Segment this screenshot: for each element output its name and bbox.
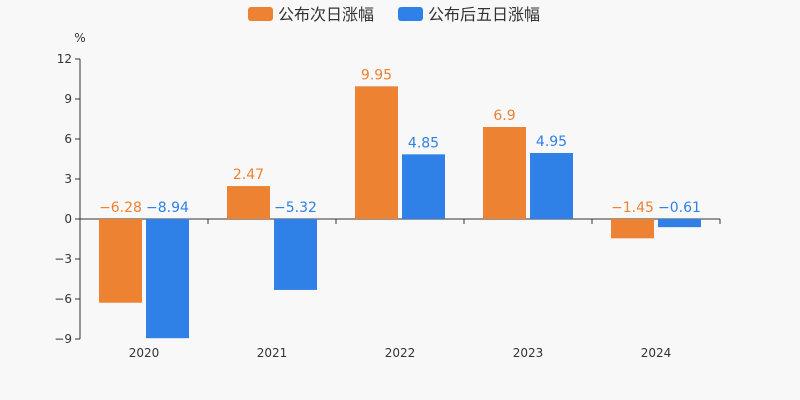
data-label: −1.45 [611,200,654,216]
y-tick-label: 12 [57,52,72,66]
y-tick-label: 0 [64,212,72,226]
data-label: −8.94 [146,200,189,216]
data-label: 9.95 [361,67,392,83]
bar[interactable] [99,219,142,303]
data-label: −0.61 [658,200,701,216]
data-labels: −6.28 −8.94 2.47 −5.32 9.95 4.85 6.9 4.95 −1.45−… [99,67,701,216]
bar[interactable] [146,219,189,339]
y-axis-unit: % [74,31,85,45]
bar[interactable] [611,219,654,239]
data-label: −6.28 [99,200,142,216]
legend-label: 公布后五日涨幅 [428,5,540,24]
legend-item[interactable]: 公布次日涨幅 [248,5,374,24]
bar[interactable] [355,86,398,219]
data-label: 2.47 [233,167,264,183]
x-tick-label: 2024 [641,346,672,360]
data-label: 4.85 [408,135,439,151]
data-label: 6.9 [493,108,515,124]
legend-swatch [398,7,423,21]
x-tick-label: 2022 [385,346,416,360]
bars [99,86,701,339]
y-tick-label: −6 [54,292,72,306]
bar[interactable] [483,127,526,219]
y-tick-label: −9 [54,332,72,346]
y-tick-label: 6 [64,132,72,146]
x-tick-label: 2023 [513,346,544,360]
bar[interactable] [658,219,701,228]
y-tick-label: −3 [54,252,72,266]
x-tick-label: 2021 [257,346,288,360]
legend-swatch [248,7,273,21]
y-tick-label: 9 [64,92,72,106]
bar[interactable] [274,219,317,290]
legend-item[interactable]: 公布后五日涨幅 [398,5,540,24]
data-label: 4.95 [536,134,567,150]
x-tick-label: 2020 [129,346,160,360]
legend-label: 公布次日涨幅 [278,5,374,24]
legend[interactable]: 公布次日涨幅 公布后五日涨幅 [248,5,540,24]
bar[interactable] [227,186,270,219]
y-axis: 12 9 6 3 0 −3 −6 −9 [54,52,81,346]
data-label: −5.32 [274,200,317,216]
bar[interactable] [402,154,445,219]
y-tick-label: 3 [64,172,72,186]
bar[interactable] [530,153,573,219]
